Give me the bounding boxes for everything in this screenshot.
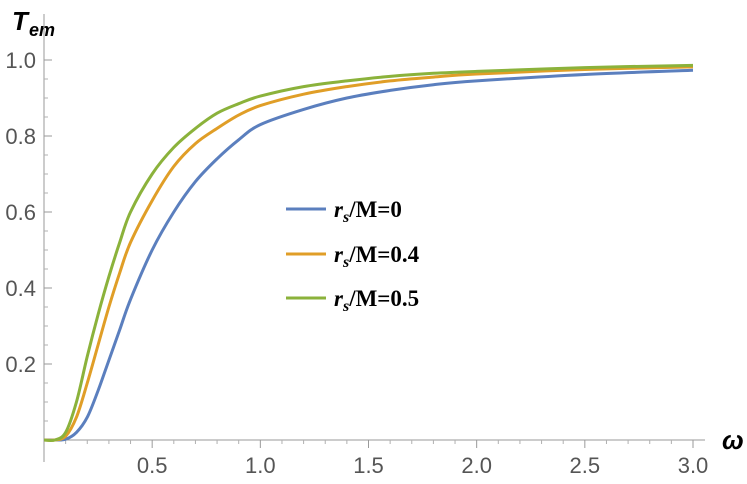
y-axis-title-sub: em: [29, 20, 55, 40]
series-line-1: [43, 65, 694, 442]
x-tick-label: 0.5: [137, 453, 168, 478]
x-tick-label: 3.0: [678, 453, 709, 478]
legend-symbol-r: r: [334, 242, 344, 267]
series-lines: [43, 63, 694, 443]
tick-labels: 0.5 1.0 1.5 2.0 2.5 3.0 0.2 0.4 0.6 0.8 1.0: [5, 48, 708, 478]
y-tick-label: 1.0: [5, 48, 36, 73]
x-tick-label: 1.0: [245, 453, 276, 478]
x-axis-title: ω: [722, 425, 744, 455]
legend-symbol-s: s: [342, 209, 349, 226]
x-tick-label: 2.5: [570, 453, 601, 478]
legend-value: /M=0.5: [348, 286, 419, 311]
series-line-2: [43, 63, 694, 443]
legend-value: /M=0.4: [348, 242, 419, 267]
y-tick-label: 0.4: [5, 276, 36, 301]
tick-marks: [44, 59, 694, 448]
legend-value: /M=0: [348, 197, 402, 222]
x-tick-label: 2.0: [461, 453, 492, 478]
legend-symbol-s: s: [342, 298, 349, 315]
legend-symbol-s: s: [342, 254, 349, 271]
legend-label-0: rs/M=0: [334, 197, 402, 226]
axes: [43, 14, 705, 462]
legend-symbol-r: r: [334, 286, 344, 311]
x-tick-label: 1.5: [353, 453, 384, 478]
y-axis-title: T em: [12, 6, 55, 40]
legend-symbol-r: r: [334, 197, 344, 222]
y-tick-label: 0.6: [5, 200, 36, 225]
legend: rs/M=0rs/M=0.4rs/M=0.5: [286, 197, 420, 315]
y-tick-label: 0.8: [5, 124, 36, 149]
series-line-0: [43, 68, 694, 442]
y-axis-title-main: T: [12, 6, 30, 36]
legend-label-2: rs/M=0.5: [334, 286, 419, 315]
legend-label-1: rs/M=0.4: [334, 242, 420, 271]
y-tick-label: 0.2: [5, 352, 36, 377]
